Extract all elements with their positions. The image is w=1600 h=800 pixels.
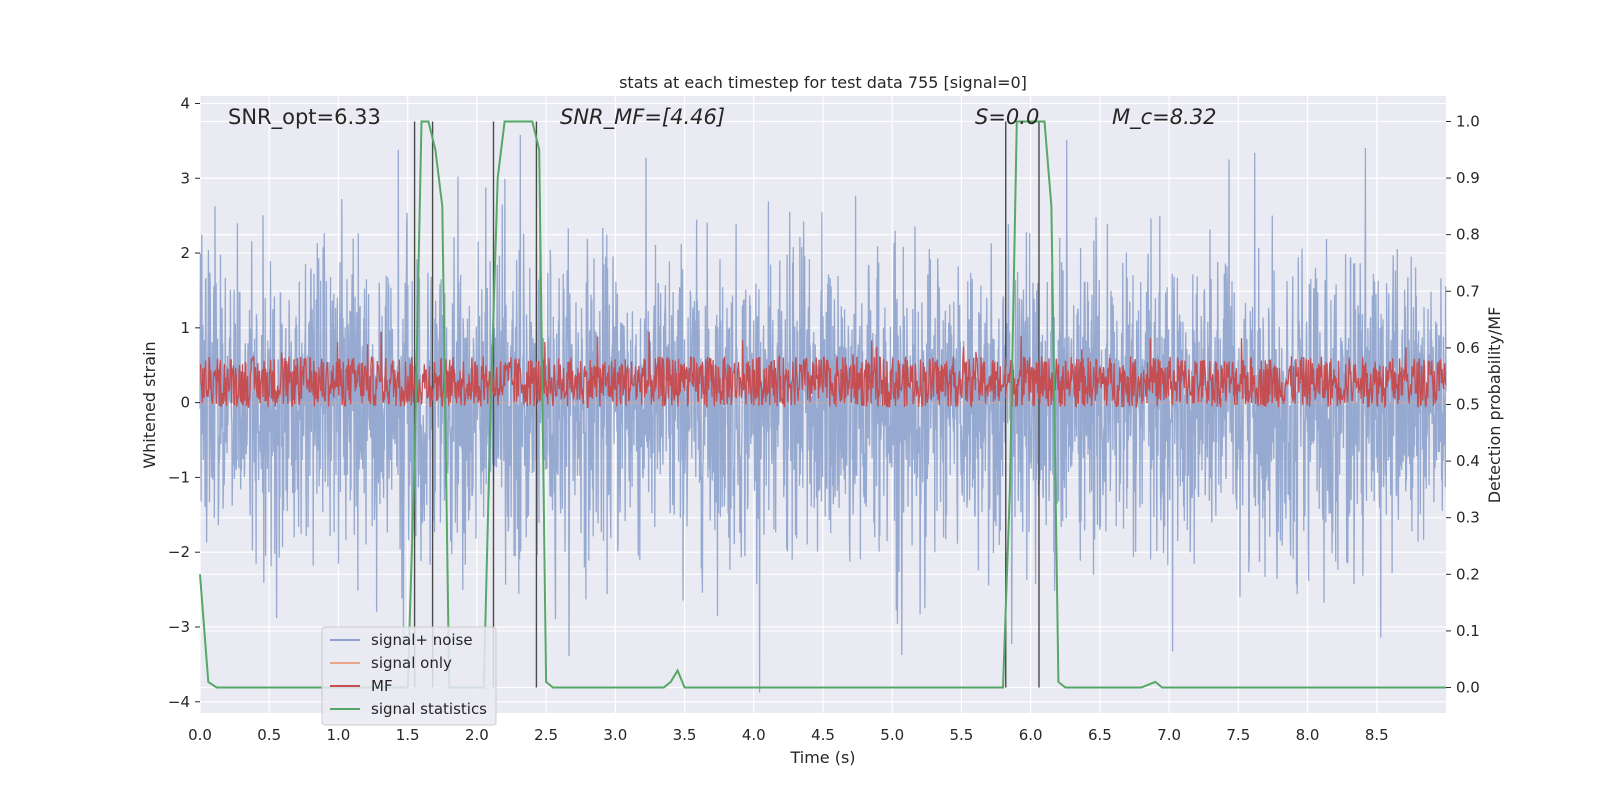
annotation-mc: M_c=8.32 xyxy=(1112,105,1217,130)
legend-box xyxy=(321,626,497,726)
x-tick-label: 4.5 xyxy=(811,726,835,744)
x-tick-label: 6.5 xyxy=(1088,726,1112,744)
x-tick-label: 2.5 xyxy=(534,726,558,744)
y-tick-label: 4 xyxy=(180,94,190,112)
legend-label-signal-only: signal only xyxy=(371,654,452,672)
x-axis-ticks: 0.0 0.5 1.0 1.5 2.0 2.5 3.0 3.5 4.0 4.5 5.0 5.5 6.0 6… xyxy=(188,726,1389,744)
chart-title: stats at each timestep for test data 755… xyxy=(619,73,1027,92)
legend-label-statistics: signal statistics xyxy=(371,700,487,718)
x-tick-label: 8.0 xyxy=(1296,726,1320,744)
x-tick-label: 2.0 xyxy=(465,726,489,744)
x-tick-label: 4.0 xyxy=(742,726,766,744)
signal-statistics-line xyxy=(199,120,1446,689)
x-tick-label: 6.0 xyxy=(1019,726,1043,744)
y-tick-label: −1 xyxy=(168,468,190,486)
annotations: SNR_opt=6.33 SNR_MF=[4.46] S=0.0 M_c=8.3… xyxy=(228,105,1217,130)
y2-tick-label: 0.4 xyxy=(1456,452,1480,470)
legend-label-signal-noise: signal+ noise xyxy=(371,631,473,649)
x-tick-label: 5.5 xyxy=(950,726,974,744)
legend: signal+ noise signal only MF signal stat… xyxy=(321,626,497,726)
y2-axis-ticks: 1.0 0.9 0.8 0.7 0.6 0.5 0.4 0.3 0.2 0.1 0.0 xyxy=(1446,112,1480,697)
y-tick-label: 2 xyxy=(180,244,190,262)
legend-label-mf: MF xyxy=(371,677,393,695)
y2-tick-label: 0.2 xyxy=(1456,565,1480,583)
y-tick-label: −2 xyxy=(168,543,190,561)
y2-tick-label: 0.1 xyxy=(1456,622,1480,640)
x-tick-label: 0.0 xyxy=(188,726,212,744)
y2-tick-label: 0.7 xyxy=(1456,282,1480,300)
y2-tick-label: 1.0 xyxy=(1456,112,1480,130)
y-axis-label: Whitened strain xyxy=(140,341,159,468)
x-tick-label: 3.5 xyxy=(673,726,697,744)
y2-tick-label: 0.3 xyxy=(1456,509,1480,527)
y-tick-label: 1 xyxy=(180,319,190,337)
x-axis-label: Time (s) xyxy=(789,748,855,767)
x-tick-label: 1.0 xyxy=(327,726,351,744)
x-tick-label: 8.5 xyxy=(1365,726,1389,744)
y2-tick-label: 0.5 xyxy=(1456,396,1480,414)
x-tick-label: 0.5 xyxy=(257,726,281,744)
y2-tick-label: 0.6 xyxy=(1456,339,1480,357)
x-tick-label: 1.5 xyxy=(396,726,420,744)
y2-tick-label: 0.0 xyxy=(1456,679,1480,697)
series-mf xyxy=(199,331,1447,409)
y-axis-ticks: 4 3 2 1 0 −1 −2 −3 −4 xyxy=(168,94,200,711)
y-tick-label: −4 xyxy=(168,693,190,711)
x-tick-label: 7.5 xyxy=(1226,726,1250,744)
mf-line xyxy=(199,331,1447,409)
y2-axis-label: Detection probability/MF xyxy=(1485,307,1504,504)
annotation-snr-opt: SNR_opt=6.33 xyxy=(228,105,381,130)
y-tick-label: 0 xyxy=(180,394,190,412)
annotation-snr-mf: SNR_MF=[4.46] xyxy=(560,105,725,130)
x-tick-label: 3.0 xyxy=(603,726,627,744)
y-tick-label: 3 xyxy=(180,169,190,187)
x-tick-label: 7.0 xyxy=(1157,726,1181,744)
y-tick-label: −3 xyxy=(168,618,190,636)
y2-tick-label: 0.9 xyxy=(1456,169,1480,187)
annotation-s: S=0.0 xyxy=(975,105,1039,129)
y2-tick-label: 0.8 xyxy=(1456,226,1480,244)
x-tick-label: 5.0 xyxy=(880,726,904,744)
series-signal-statistics xyxy=(199,120,1446,689)
